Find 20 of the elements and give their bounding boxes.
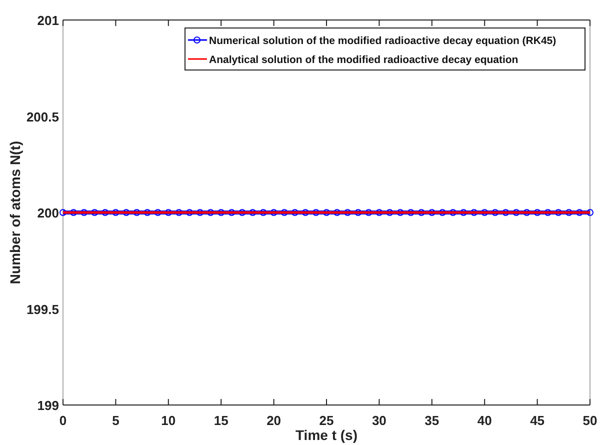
x-tick-label: 40 — [477, 413, 492, 428]
x-tick-label: 0 — [59, 413, 67, 428]
x-tick-label: 30 — [372, 413, 386, 428]
y-axis-title: Number of atoms N(t) — [7, 140, 23, 284]
y-tick-label: 199.5 — [26, 302, 59, 317]
x-tick-label: 5 — [112, 413, 120, 428]
x-tick-label: 50 — [582, 413, 598, 428]
x-tick-label: 35 — [424, 413, 440, 428]
y-tick-label: 200 — [37, 206, 59, 220]
x-tick-label: 45 — [530, 413, 545, 428]
legend-label: Analytical solution of the modified radioactive decay equation — [209, 54, 518, 66]
x-tick-label: 25 — [319, 413, 334, 428]
x-tick-label: 10 — [161, 413, 176, 428]
y-tick-label: 199 — [37, 398, 59, 413]
y-tick-label: 200.5 — [26, 109, 59, 124]
x-tick-label: 20 — [266, 413, 282, 428]
y-tick-label: 201 — [37, 13, 59, 28]
legend-label: Numerical solution of the modified radioactive decay equation (RK45) — [209, 35, 556, 47]
x-axis-title: Time t (s) — [296, 427, 358, 443]
x-tick-label: 15 — [214, 413, 228, 428]
